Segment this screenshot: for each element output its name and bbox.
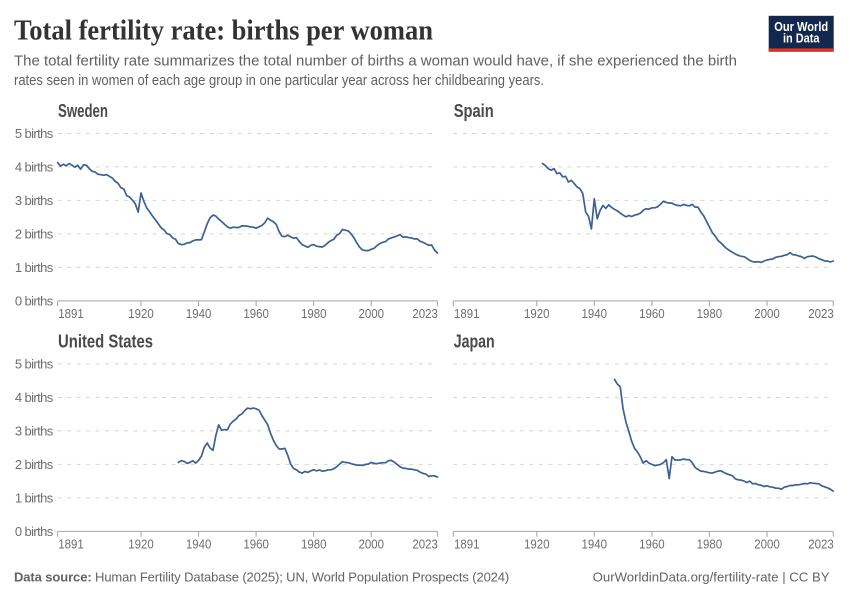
svg-text:5 births: 5 births bbox=[15, 126, 54, 141]
svg-text:2023: 2023 bbox=[412, 537, 438, 552]
svg-text:1940: 1940 bbox=[582, 306, 608, 321]
svg-text:1891: 1891 bbox=[454, 537, 480, 552]
svg-text:1960: 1960 bbox=[639, 537, 665, 552]
svg-text:The total fertility rate summa: The total fertility rate summarizes the … bbox=[14, 53, 737, 70]
svg-text:1960: 1960 bbox=[639, 306, 665, 321]
svg-text:1891: 1891 bbox=[58, 306, 84, 321]
svg-text:Sweden: Sweden bbox=[58, 101, 108, 121]
svg-text:rates seen in women of each ag: rates seen in women of each age group in… bbox=[14, 72, 544, 89]
svg-text:1891: 1891 bbox=[454, 306, 480, 321]
svg-text:1920: 1920 bbox=[524, 306, 550, 321]
svg-text:1920: 1920 bbox=[128, 306, 154, 321]
svg-text:5 births: 5 births bbox=[15, 357, 54, 372]
svg-text:1960: 1960 bbox=[243, 306, 269, 321]
svg-text:2 births: 2 births bbox=[15, 227, 54, 242]
svg-text:0 births: 0 births bbox=[15, 294, 54, 309]
svg-text:3 births: 3 births bbox=[15, 424, 54, 439]
svg-text:2023: 2023 bbox=[808, 306, 834, 321]
svg-text:1920: 1920 bbox=[524, 537, 550, 552]
svg-text:2023: 2023 bbox=[412, 306, 438, 321]
svg-text:1980: 1980 bbox=[301, 537, 327, 552]
svg-text:1940: 1940 bbox=[186, 306, 212, 321]
svg-text:1891: 1891 bbox=[58, 537, 84, 552]
svg-text:Total fertility rate: births p: Total fertility rate: births per woman bbox=[14, 16, 433, 47]
svg-text:1 births: 1 births bbox=[15, 491, 54, 506]
svg-text:in Data: in Data bbox=[783, 31, 820, 46]
svg-text:2023: 2023 bbox=[808, 537, 834, 552]
svg-text:Japan: Japan bbox=[454, 332, 495, 352]
svg-text:Our World: Our World bbox=[774, 19, 828, 34]
svg-text:OurWorldinData.org/fertility-r: OurWorldinData.org/fertility-rate | CC B… bbox=[593, 570, 830, 585]
svg-text:2000: 2000 bbox=[358, 306, 384, 321]
svg-text:United States: United States bbox=[58, 332, 153, 352]
svg-text:4 births: 4 births bbox=[15, 160, 54, 175]
svg-text:1980: 1980 bbox=[697, 537, 723, 552]
svg-text:0 births: 0 births bbox=[15, 524, 54, 539]
svg-text:1920: 1920 bbox=[128, 537, 154, 552]
svg-text:Data source: Human Fertility D: Data source: Human Fertility Database (2… bbox=[14, 570, 509, 585]
svg-text:1980: 1980 bbox=[301, 306, 327, 321]
svg-text:1 births: 1 births bbox=[15, 260, 54, 275]
svg-text:1960: 1960 bbox=[243, 537, 269, 552]
svg-text:1940: 1940 bbox=[582, 537, 608, 552]
svg-text:3 births: 3 births bbox=[15, 193, 54, 208]
svg-text:4 births: 4 births bbox=[15, 390, 54, 405]
svg-text:2000: 2000 bbox=[754, 537, 780, 552]
svg-text:Spain: Spain bbox=[454, 101, 494, 121]
svg-text:2000: 2000 bbox=[358, 537, 384, 552]
svg-text:2 births: 2 births bbox=[15, 457, 54, 472]
svg-text:1940: 1940 bbox=[186, 537, 212, 552]
svg-text:2000: 2000 bbox=[754, 306, 780, 321]
svg-text:1980: 1980 bbox=[697, 306, 723, 321]
